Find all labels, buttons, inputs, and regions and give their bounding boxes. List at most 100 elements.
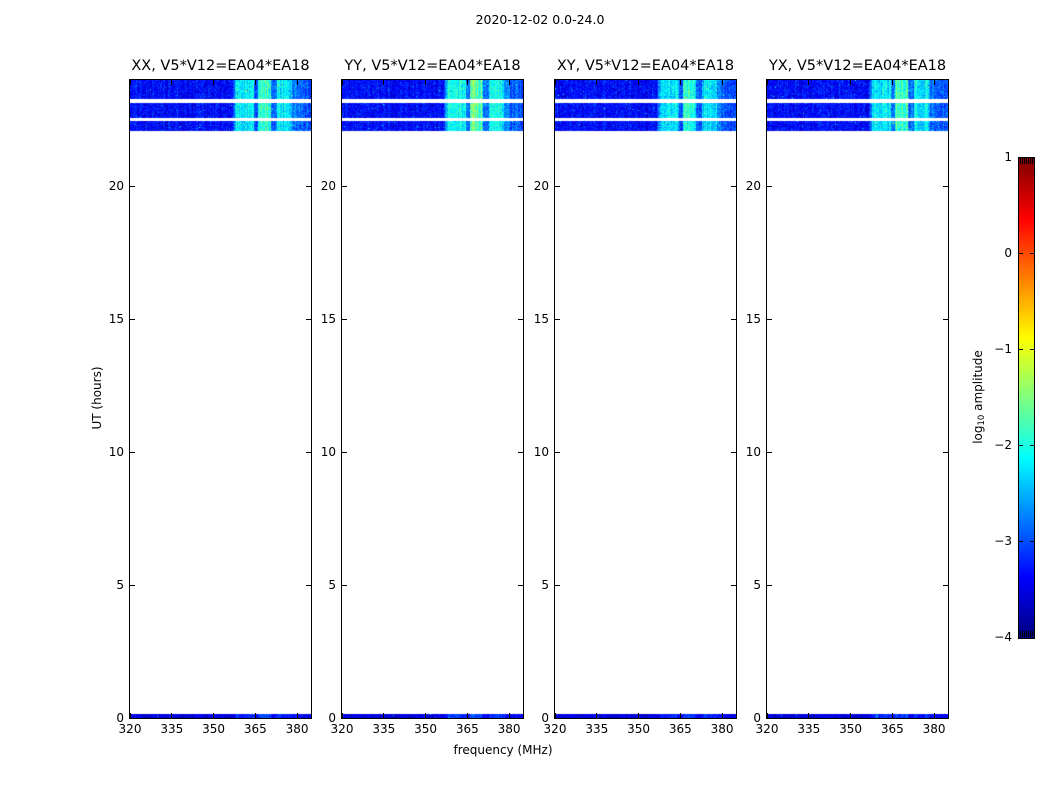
colorbar-minor-tick <box>1024 631 1025 637</box>
x-tick <box>638 713 640 718</box>
colorbar-minor-tick <box>1020 158 1021 164</box>
x-tick-label: 320 <box>118 722 142 736</box>
y-tick <box>342 584 347 586</box>
y-tick-label: 15 <box>320 312 336 327</box>
x-tick <box>638 80 640 85</box>
x-tick <box>425 80 427 85</box>
colorbar-tick <box>1019 252 1023 254</box>
x-tick <box>508 80 510 85</box>
y-tick-label: 0 <box>328 711 336 725</box>
y-tick <box>731 584 736 586</box>
y-tick <box>342 451 347 453</box>
x-tick <box>891 80 893 85</box>
x-tick-label: 335 <box>372 722 396 736</box>
y-tick-label: 5 <box>328 578 336 593</box>
spectrogram-panel-yy <box>341 79 524 719</box>
colorbar-tick <box>1019 348 1023 350</box>
colorbar-tick <box>1019 540 1023 542</box>
y-tick <box>555 318 560 320</box>
y-tick-label: 15 <box>533 312 549 327</box>
y-tick <box>518 584 523 586</box>
y-tick <box>306 584 311 586</box>
x-tick <box>554 713 556 718</box>
y-tick-label: 15 <box>745 312 761 327</box>
y-tick <box>306 318 311 320</box>
colorbar-minor-tick <box>1032 158 1033 164</box>
colorbar-tick-label: 1 <box>1004 150 1012 164</box>
x-tick <box>808 80 810 85</box>
y-axis-label: UT (hours) <box>90 366 104 430</box>
x-tick-label: 320 <box>755 722 779 736</box>
x-tick-label: 365 <box>455 722 479 736</box>
colorbar-tick <box>1019 444 1023 446</box>
colorbar-tick-label: 0 <box>1004 246 1012 260</box>
colorbar-minor-tick <box>1030 631 1031 637</box>
y-tick <box>767 584 772 586</box>
y-tick-label: 20 <box>108 179 124 194</box>
x-tick <box>425 713 427 718</box>
colorbar <box>1018 157 1035 639</box>
y-tick-label: 20 <box>745 179 761 194</box>
y-tick <box>943 451 948 453</box>
panel-title: XY, V5*V12=EA04*EA18 <box>556 58 735 74</box>
y-tick <box>731 185 736 187</box>
spectrogram-canvas <box>555 80 736 718</box>
panel-title: XX, V5*V12=EA04*EA18 <box>131 58 310 74</box>
x-tick <box>466 80 468 85</box>
x-tick <box>129 80 131 85</box>
colorbar-minor-tick <box>1024 158 1025 164</box>
y-tick <box>130 318 135 320</box>
colorbar-tick-label: −1 <box>994 342 1012 356</box>
colorbar-minor-tick <box>1022 158 1023 164</box>
colorbar-tick-label: −2 <box>994 438 1012 452</box>
y-tick <box>731 318 736 320</box>
colorbar-minor-tick <box>1028 158 1029 164</box>
x-tick <box>891 713 893 718</box>
colorbar-tick <box>1030 444 1034 446</box>
y-tick-label: 10 <box>320 445 336 460</box>
y-tick <box>555 451 560 453</box>
y-tick-label: 20 <box>533 179 549 194</box>
y-tick-label: 5 <box>753 578 761 593</box>
y-tick <box>555 584 560 586</box>
x-tick-label: 365 <box>668 722 692 736</box>
y-tick <box>767 451 772 453</box>
x-tick <box>933 713 935 718</box>
x-tick-label: 335 <box>797 722 821 736</box>
x-tick-label: 350 <box>414 722 437 736</box>
y-tick-label: 5 <box>541 578 549 593</box>
y-tick <box>731 717 736 719</box>
y-tick-label: 15 <box>108 312 124 327</box>
y-tick <box>555 717 560 719</box>
y-tick-label: 5 <box>116 578 124 593</box>
y-tick <box>943 185 948 187</box>
y-tick <box>555 185 560 187</box>
y-tick <box>130 584 135 586</box>
x-tick-label: 350 <box>839 722 862 736</box>
x-tick <box>296 713 298 718</box>
spectrogram-canvas <box>342 80 523 718</box>
colorbar-gradient <box>1019 158 1034 638</box>
x-tick <box>383 713 385 718</box>
x-tick-label: 350 <box>202 722 225 736</box>
y-tick <box>130 185 135 187</box>
colorbar-tick <box>1030 540 1034 542</box>
y-tick <box>731 451 736 453</box>
spectrogram-canvas <box>130 80 311 718</box>
colorbar-minor-tick <box>1032 631 1033 637</box>
y-tick <box>130 451 135 453</box>
colorbar-minor-tick <box>1020 631 1021 637</box>
x-tick <box>254 713 256 718</box>
colorbar-minor-tick <box>1030 158 1031 164</box>
colorbar-minor-tick <box>1026 631 1027 637</box>
colorbar-tick <box>1030 252 1034 254</box>
y-tick <box>518 185 523 187</box>
colorbar-minor-tick <box>1028 631 1029 637</box>
x-tick <box>554 80 556 85</box>
x-tick <box>171 80 173 85</box>
spectrogram-panel-xy <box>554 79 737 719</box>
y-tick-label: 0 <box>541 711 549 725</box>
x-tick <box>679 80 681 85</box>
y-tick <box>518 451 523 453</box>
x-tick-label: 380 <box>922 722 946 736</box>
